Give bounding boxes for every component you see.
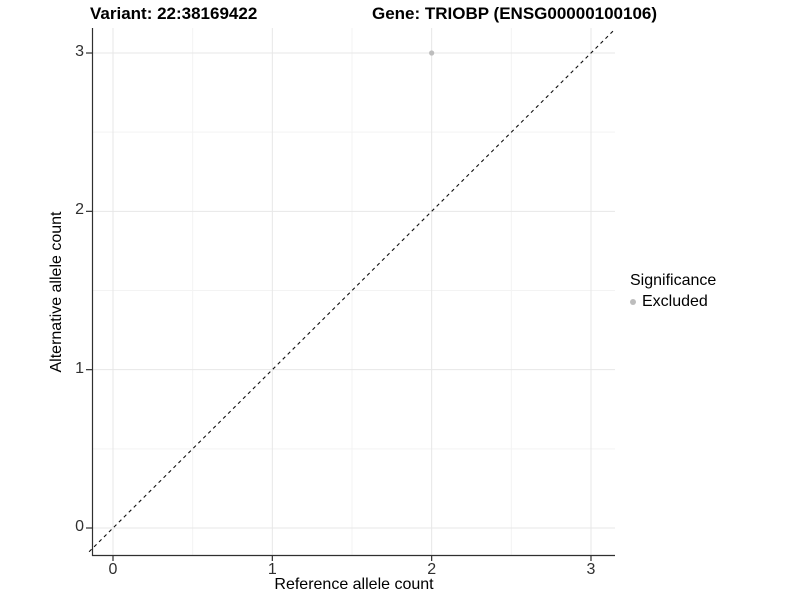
plot-title-variant: Variant: 22:38169422 [90, 4, 258, 23]
data-point-excluded [429, 50, 435, 56]
y-tick-label: 3 [75, 43, 84, 60]
x-tick-label: 1 [267, 561, 277, 578]
x-tick-label: 0 [108, 561, 118, 578]
x-tick-label: 3 [586, 561, 596, 578]
legend-point-icon [630, 299, 636, 305]
identity-dashed-line [88, 28, 615, 553]
plot-panel [86, 28, 615, 561]
plot-title-gene: Gene: TRIOBP (ENSG00000100106) [372, 4, 658, 23]
y-tick-label: 1 [75, 359, 84, 377]
y-tick-label: 0 [75, 518, 84, 535]
x-axis-title: Reference allele count [274, 576, 434, 593]
legend-entry-label: Excluded [642, 293, 708, 310]
x-tick-label: 2 [427, 561, 437, 578]
legend-entry-excluded: Excluded [630, 293, 716, 311]
legend-title: Significance [630, 272, 717, 289]
legend: Significance Excluded [630, 272, 716, 311]
y-tick-label: 2 [75, 201, 84, 219]
